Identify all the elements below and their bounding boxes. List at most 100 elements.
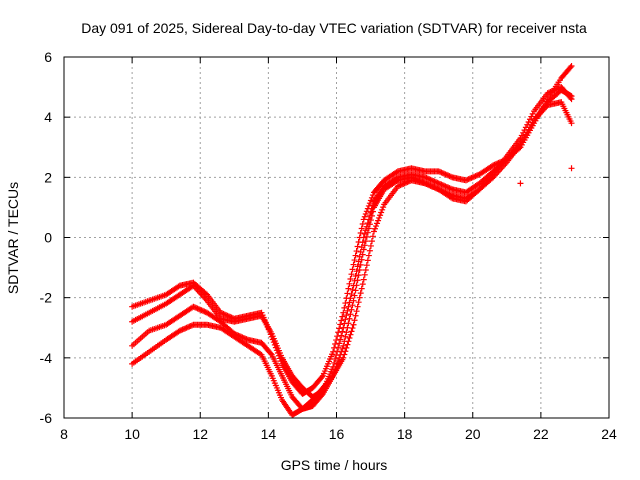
data-point [199, 307, 206, 314]
data-point [357, 229, 364, 236]
data-point [465, 176, 472, 183]
data-point [361, 230, 368, 237]
data-point [344, 324, 351, 331]
data-point [435, 168, 442, 175]
y-tick-label: 4 [44, 109, 52, 125]
data-point [369, 192, 376, 199]
data-point [362, 238, 369, 245]
data-point [352, 312, 359, 319]
data-point [340, 354, 347, 361]
data-point [472, 173, 479, 180]
data-point [430, 183, 437, 190]
data-point [345, 285, 352, 292]
x-tick-labels: 8 10 12 14 16 18 20 22 24 [60, 426, 617, 442]
data-point [342, 316, 349, 323]
data-point [340, 342, 347, 349]
data-point [430, 177, 437, 184]
data-point [401, 180, 408, 187]
chart-title: Day 091 of 2025, Sidereal Day-to-day VTE… [81, 20, 587, 36]
data-point [362, 211, 369, 218]
data-point [469, 174, 476, 181]
data-point [552, 86, 559, 93]
data-point [442, 183, 449, 190]
data-point [186, 323, 193, 330]
data-point [428, 183, 435, 190]
data-point [267, 350, 274, 357]
data-point [334, 333, 341, 340]
data-point [189, 283, 196, 290]
data-point [341, 304, 348, 311]
data-point [376, 214, 383, 221]
data-point [550, 87, 557, 94]
data-point [551, 87, 558, 94]
data-point [340, 309, 347, 316]
data-point [464, 176, 471, 183]
data-point [342, 333, 349, 340]
data-point [331, 359, 338, 366]
data-point [193, 304, 200, 311]
data-point [342, 300, 349, 307]
data-point [365, 225, 372, 232]
data-point [338, 317, 345, 324]
data-point [191, 304, 198, 311]
x-tick-label: 16 [329, 426, 345, 442]
data-point [354, 277, 361, 284]
data-point [360, 216, 367, 223]
data-point [257, 350, 264, 357]
data-point [361, 242, 368, 249]
data-point [198, 307, 205, 314]
data-point [375, 217, 382, 224]
data-point [339, 328, 346, 335]
data-point [343, 312, 350, 319]
data-point [405, 178, 412, 185]
data-point [423, 174, 430, 181]
data-point [363, 233, 370, 240]
data-point [529, 110, 536, 117]
data-point [473, 172, 480, 179]
data-point [366, 221, 373, 228]
data-point [567, 64, 574, 71]
data-point [369, 208, 376, 215]
data-point [435, 180, 442, 187]
data-point [548, 88, 555, 95]
data-point [359, 239, 366, 246]
data-point [525, 118, 532, 125]
data-point [423, 180, 430, 187]
data-point [442, 189, 449, 196]
data-point [467, 175, 474, 182]
data-point [438, 187, 445, 194]
data-point [447, 173, 454, 180]
data-point [345, 303, 352, 310]
data-point [567, 94, 574, 101]
data-point [435, 186, 442, 193]
data-point [356, 294, 363, 301]
data-point [347, 276, 354, 283]
data-point [339, 313, 346, 320]
y-tick-label: 0 [44, 230, 52, 246]
data-point [184, 324, 191, 331]
data-point [424, 175, 431, 182]
data-point [427, 182, 434, 189]
data-point [361, 271, 368, 278]
data-point [189, 322, 196, 329]
data-point [353, 308, 360, 315]
data-point [369, 233, 376, 240]
data-point [346, 334, 353, 341]
data-point [544, 90, 551, 97]
data-point [351, 257, 358, 264]
data-point [358, 225, 365, 232]
data-point [426, 176, 433, 183]
data-point [445, 172, 452, 179]
data-point [350, 297, 357, 304]
data-point [354, 263, 361, 270]
data-point [359, 251, 366, 258]
data-point [344, 307, 351, 314]
data-point [332, 340, 339, 347]
data-point [447, 191, 454, 198]
data-point [568, 120, 575, 127]
data-point [341, 351, 348, 358]
data-point [357, 290, 364, 297]
data-point [318, 392, 325, 399]
data-point [201, 308, 208, 315]
